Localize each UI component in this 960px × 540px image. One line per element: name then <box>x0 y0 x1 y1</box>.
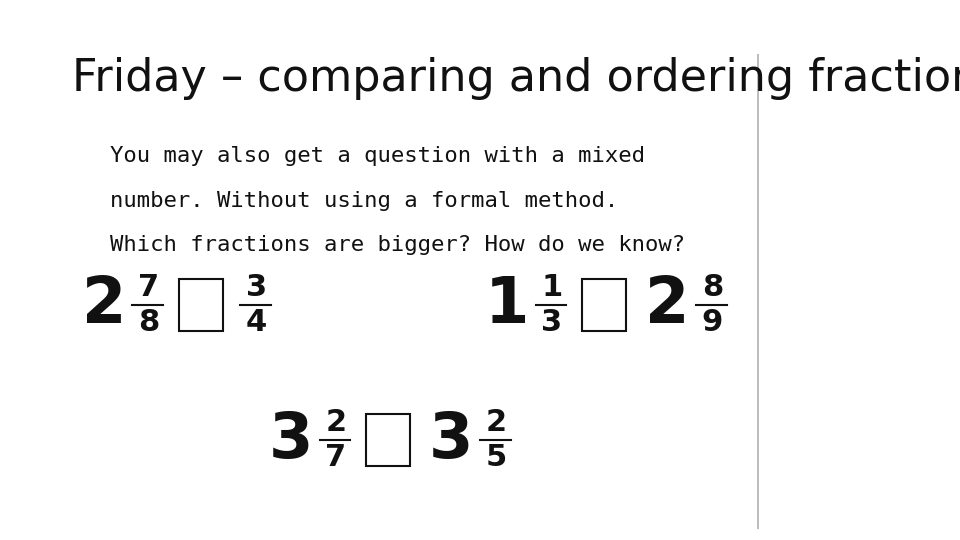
Text: 3: 3 <box>246 273 267 302</box>
FancyBboxPatch shape <box>179 280 223 330</box>
Text: 2: 2 <box>82 274 126 336</box>
Text: 1: 1 <box>541 273 563 302</box>
Text: 7: 7 <box>138 273 159 302</box>
Text: 7: 7 <box>325 443 347 472</box>
FancyBboxPatch shape <box>582 280 626 330</box>
Text: 1: 1 <box>485 274 529 336</box>
Text: 5: 5 <box>486 443 507 472</box>
Text: 2: 2 <box>325 408 347 437</box>
Text: 3: 3 <box>429 409 473 471</box>
Text: You may also get a question with a mixed: You may also get a question with a mixed <box>110 146 645 166</box>
FancyBboxPatch shape <box>366 415 410 465</box>
Text: 8: 8 <box>702 273 723 302</box>
Text: 3: 3 <box>541 308 563 338</box>
Text: Which fractions are bigger? How do we know?: Which fractions are bigger? How do we kn… <box>110 235 685 255</box>
Text: 4: 4 <box>246 308 267 338</box>
Text: 2: 2 <box>645 274 689 336</box>
Text: Friday – comparing and ordering fractions: Friday – comparing and ordering fraction… <box>72 57 960 100</box>
Text: 2: 2 <box>486 408 507 437</box>
Text: 9: 9 <box>702 308 723 338</box>
Text: 3: 3 <box>269 409 313 471</box>
Text: 8: 8 <box>138 308 159 338</box>
Text: number. Without using a formal method.: number. Without using a formal method. <box>110 191 618 211</box>
